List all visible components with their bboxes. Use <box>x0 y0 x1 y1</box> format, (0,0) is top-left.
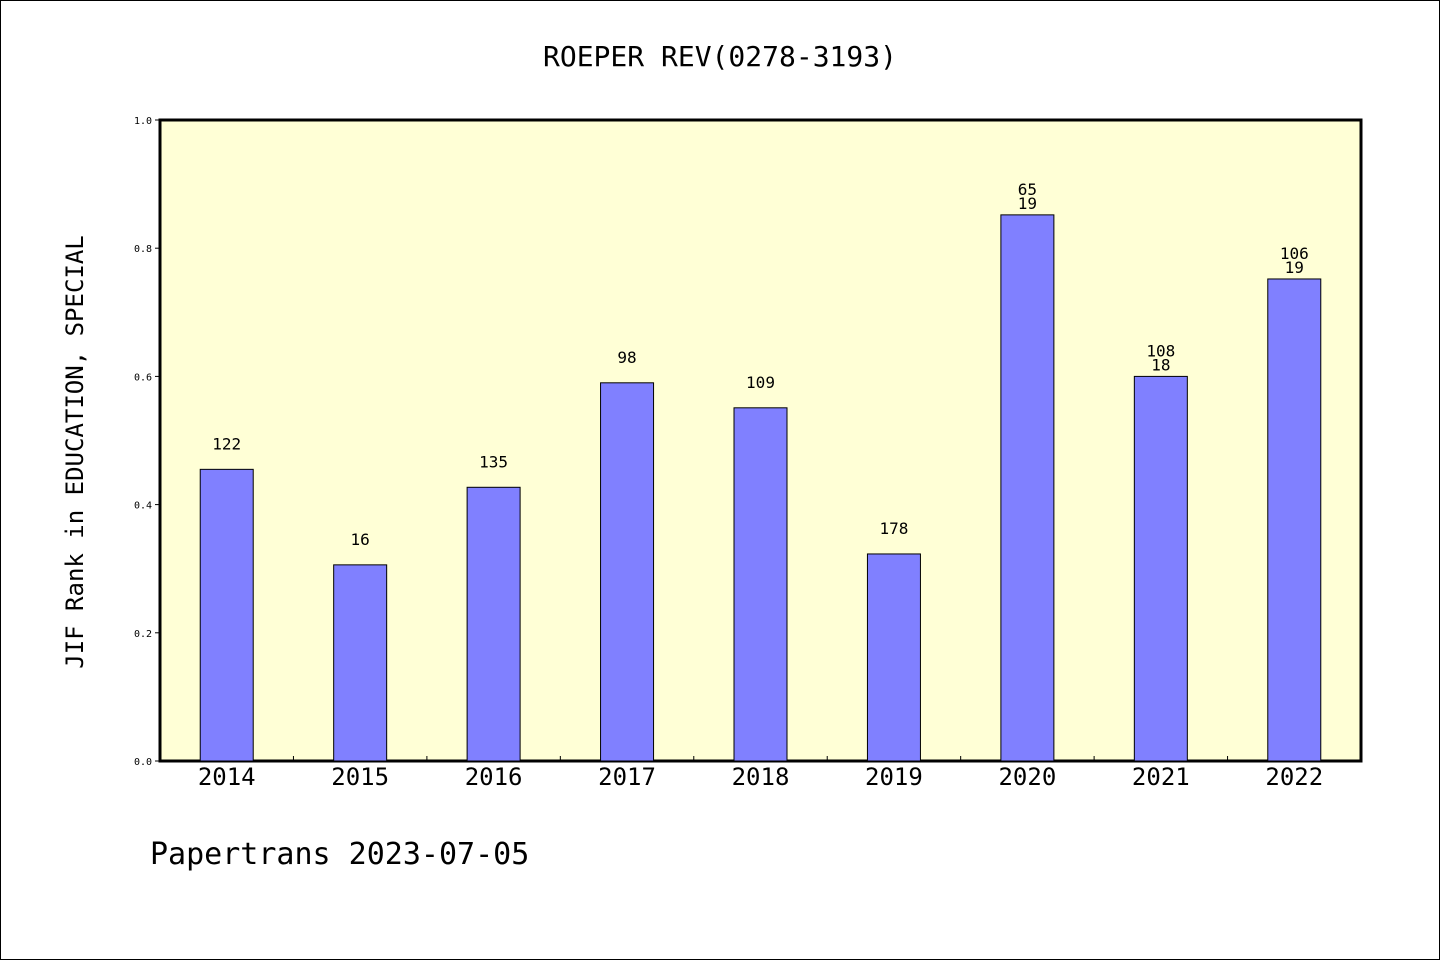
x-axis-ticks: 2014 2015 2016 2017 2018 2019 2020 2021 2022 <box>198 756 1323 791</box>
y-tick-label: 0.0 <box>134 757 152 768</box>
bar-2017 <box>600 382 655 762</box>
x-tick-label: 2018 <box>732 763 790 791</box>
bar-value-label: 98 <box>617 348 636 367</box>
bar-value-label: 65 <box>1018 180 1037 199</box>
x-tick-label: 2021 <box>1132 763 1190 791</box>
bar-2022 <box>1267 278 1322 762</box>
bar-2014 <box>199 468 254 762</box>
bar-2021 <box>1133 375 1188 762</box>
bar-value-label: 19 <box>1018 194 1037 213</box>
bars <box>199 214 1322 762</box>
y-tick-label: 0.8 <box>134 244 152 255</box>
bar-value-label: 108 <box>1146 341 1175 360</box>
bar-2016 <box>466 486 521 762</box>
x-tick-label: 2022 <box>1265 763 1323 791</box>
bar-value-label: 19 <box>1285 258 1304 277</box>
chart-title: ROEPER REV(0278-3193) <box>543 40 897 73</box>
x-tick-label: 2015 <box>331 763 389 791</box>
y-tick-label: 0.6 <box>134 372 152 383</box>
bar-value-label: 18 <box>1151 355 1170 374</box>
bar-value-label: 122 <box>212 434 241 453</box>
x-tick-label: 2014 <box>198 763 256 791</box>
y-tick-label: 0.4 <box>134 501 152 512</box>
x-tick-label: 2020 <box>998 763 1056 791</box>
x-tick-label: 2017 <box>598 763 656 791</box>
y-tick-label: 1.0 <box>134 116 152 127</box>
bar-2020 <box>1000 214 1055 762</box>
x-tick-label: 2016 <box>465 763 523 791</box>
bar-value-label: 16 <box>351 530 370 549</box>
bar-value-label: 106 <box>1280 244 1309 263</box>
x-tick-label: 2019 <box>865 763 923 791</box>
y-tick-label: 0.2 <box>134 629 152 640</box>
y-axis-ticks: 0.0 0.2 0.4 0.6 0.8 1.0 <box>134 116 160 768</box>
bar-2019 <box>866 553 921 762</box>
bar-2015 <box>333 564 388 762</box>
bar-2018 <box>733 407 788 762</box>
bar-value-label: 135 <box>479 452 508 471</box>
bar-value-label: 178 <box>879 519 908 538</box>
y-axis-label: JIF Rank in EDUCATION, SPECIAL <box>61 235 89 668</box>
bar-value-label: 109 <box>746 373 775 392</box>
footer-text: Papertrans 2023-07-05 <box>150 837 529 872</box>
